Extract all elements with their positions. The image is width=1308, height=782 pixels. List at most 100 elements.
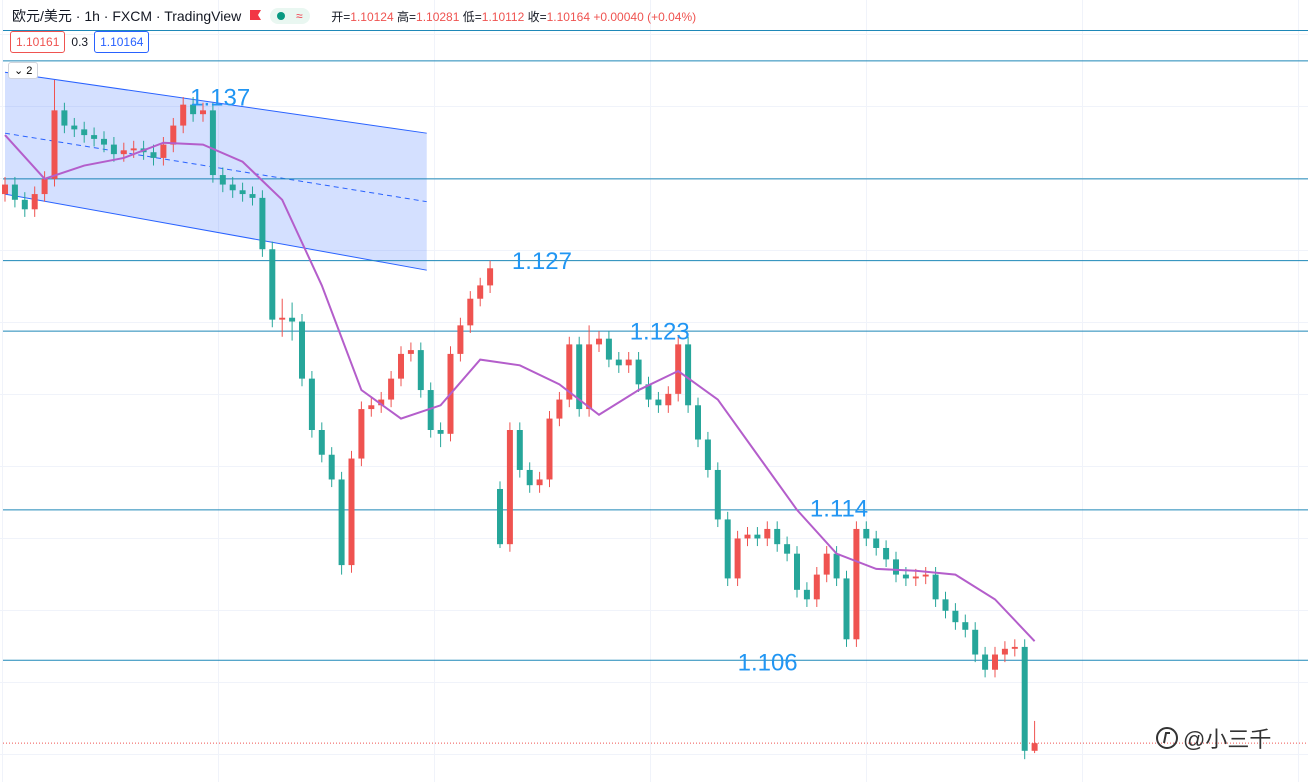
candle-body <box>813 574 820 600</box>
candle-body <box>487 268 494 286</box>
candle-body <box>150 152 157 158</box>
header: 欧元/美元 · 1h · FXCM · TradingView ≈ 开=1.10… <box>12 6 696 26</box>
ohlc-item: 高=1.10281 <box>397 10 459 24</box>
candle-body <box>695 405 701 440</box>
ohlc-label: 开= <box>331 9 351 24</box>
symbol: 欧元/美元 · 1h · FXCM · TradingView <box>12 8 242 24</box>
indicator-toggle[interactable]: ⌄ 2 <box>8 62 39 79</box>
candle-body <box>605 338 612 360</box>
candle-body <box>497 488 503 545</box>
watermark-text: @小三千 <box>1183 727 1272 752</box>
candle-body <box>546 418 553 480</box>
candle-body <box>853 528 860 640</box>
ohlc-value: 1.10164 <box>546 9 591 24</box>
annotation: 1.123 <box>630 318 690 345</box>
candle-body <box>101 138 107 145</box>
watermark-logo <box>1156 727 1178 749</box>
candle-body <box>645 384 652 400</box>
candle-body <box>289 317 296 322</box>
candle-body <box>11 184 18 200</box>
candle-body <box>615 359 622 366</box>
candle-body <box>992 654 998 670</box>
candle-body <box>1011 646 1018 649</box>
candle-body <box>942 599 949 611</box>
ask[interactable]: 1.10164 <box>94 31 150 53</box>
candle-body <box>170 125 177 145</box>
candle-body <box>883 547 890 560</box>
flag-icon[interactable] <box>247 8 263 24</box>
candle-body <box>556 399 563 419</box>
candle-body <box>744 534 751 539</box>
candle-body <box>912 576 919 579</box>
candle-body <box>685 344 692 406</box>
change: +0.00040 (+0.04%) <box>593 9 697 24</box>
candle-body <box>110 144 117 155</box>
candle-body <box>477 285 484 299</box>
moving-average <box>4 134 1036 642</box>
ohlc-value: 1.10124 <box>350 9 394 24</box>
candle-body <box>269 249 276 320</box>
candle-body <box>823 553 830 575</box>
candle-body <box>417 350 424 391</box>
annotation: 1.137 <box>190 84 250 111</box>
candle-body <box>51 110 58 179</box>
channel-lower <box>4 193 427 271</box>
candle-body <box>803 589 810 600</box>
bid[interactable]: 1.10161 <box>10 31 66 53</box>
candle-body <box>239 190 246 195</box>
candle-body <box>526 469 533 486</box>
candle-body <box>566 344 573 400</box>
candle-body <box>160 144 167 158</box>
ohlc-label: 高= <box>397 9 417 24</box>
candle-body <box>863 528 870 539</box>
candle-body <box>180 104 187 126</box>
candle-body <box>596 338 602 345</box>
ohlc-value: 1.10281 <box>416 9 460 24</box>
candle-body <box>388 378 395 400</box>
candle-body <box>81 129 88 136</box>
candle-body <box>843 578 850 640</box>
candle-body <box>1021 646 1028 751</box>
candle-body <box>962 622 969 630</box>
candle-body <box>1031 743 1038 751</box>
candle-body <box>190 104 197 115</box>
candle-body <box>130 148 137 151</box>
ohlc-label: 低= <box>462 9 482 24</box>
candle-body <box>536 479 543 486</box>
candle-body <box>398 353 404 379</box>
candle-body <box>427 390 434 431</box>
ohlc-item: 收=1.10164 <box>528 10 590 24</box>
candle-body <box>407 350 414 354</box>
candle-body <box>219 175 226 185</box>
ohlc: 开=1.10124 高=1.10281 低=1.10112 收=1.10164 … <box>331 8 696 25</box>
candle-body <box>932 574 939 600</box>
candle-body <box>516 430 523 470</box>
candle-body <box>299 321 305 379</box>
annotation: 1.114 <box>810 495 868 522</box>
candle-body <box>467 298 474 326</box>
candle-body <box>368 405 375 410</box>
indicator-count: 2 <box>26 65 33 77</box>
candle-body <box>586 344 593 410</box>
candle-body <box>437 430 444 434</box>
candle-body <box>704 439 711 470</box>
ohlc-item: 低=1.10112 <box>463 10 525 24</box>
candle-body <box>982 654 989 670</box>
svg-text:≈: ≈ <box>296 9 303 23</box>
channel-upper <box>4 71 427 134</box>
candle-body <box>1001 648 1008 655</box>
quote-row: 1.10161 0.3 1.10164 <box>10 31 150 53</box>
ohlc-value: 1.10112 <box>481 9 525 24</box>
candle-body <box>734 538 741 579</box>
annotation: 1.127 <box>512 248 572 275</box>
candle-body <box>200 110 206 115</box>
candle-body <box>21 199 28 210</box>
status-pill[interactable]: ≈ <box>269 6 311 26</box>
ohlc-label: 收= <box>527 9 547 24</box>
candle-body <box>665 393 672 406</box>
ohlc-item: 开=1.10124 <box>331 10 393 24</box>
candle-body <box>873 538 880 548</box>
candle-body <box>893 559 899 575</box>
